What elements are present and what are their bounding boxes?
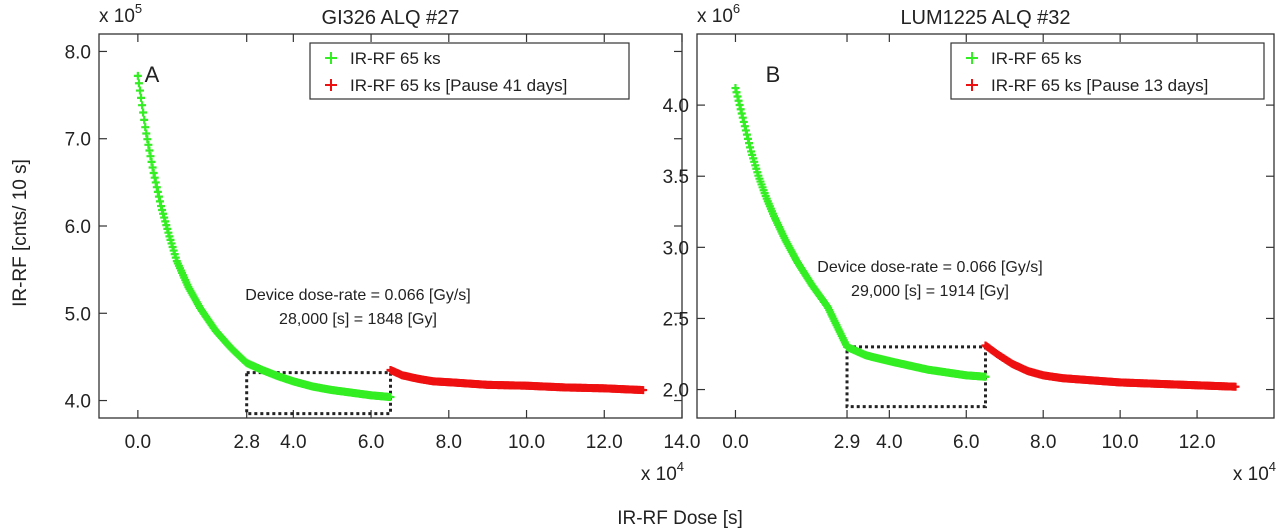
- y-tick-label: 5.0: [65, 304, 91, 325]
- legend: IR-RF 65 ks IR-RF 65 ks [Pause 13 days]: [950, 42, 1265, 100]
- data-point: [138, 101, 147, 110]
- chart-title: LUM1225 ALQ #32: [900, 7, 1070, 29]
- panel-a: 4.0 5.0 6.0 7.0 8.0 0.0 2.8 4.0 6.0 8.0 10.0 12.0 14…: [65, 1, 701, 485]
- y-tick-label: 2.0: [663, 381, 689, 402]
- legend-box: [309, 42, 630, 100]
- panel-letter: A: [145, 62, 160, 87]
- x-tick-label: 0.0: [125, 432, 151, 453]
- data-point: [137, 93, 146, 102]
- plot-frame: [696, 33, 1275, 419]
- x-tick-label: 8.0: [436, 432, 462, 453]
- y-tick-label: 8.0: [65, 42, 91, 63]
- data-point: [135, 86, 144, 95]
- x-tick-label: 0.0: [722, 432, 748, 453]
- y-tick-label: 3.5: [663, 167, 689, 188]
- x-tick-label: 12.0: [1179, 432, 1216, 453]
- legend-entry: IR-RF 65 ks [Pause 41 days]: [350, 76, 567, 95]
- y-tick-label: 3.0: [663, 238, 689, 259]
- data-point: [134, 79, 143, 88]
- legend-marker: [966, 79, 978, 91]
- legend-marker: [966, 52, 978, 64]
- chart-title: GI326 ALQ #27: [322, 7, 460, 29]
- data-point: [139, 108, 148, 117]
- x-multiplier-label: x 104: [1233, 459, 1276, 485]
- x-multiplier-label: x 104: [641, 459, 684, 485]
- x-tick-label: 12.0: [586, 432, 623, 453]
- legend-entry: IR-RF 65 ks: [991, 49, 1082, 68]
- data-point: [1231, 382, 1240, 391]
- legend-entry: IR-RF 65 ks [Pause 13 days]: [991, 76, 1208, 95]
- x-axis-label: IR-RF Dose [s]: [617, 508, 743, 529]
- panel-b: 2.0 2.5 3.0 3.5 4.0 0.0 2.9 4.0 6.0 8.0 10.0 12.0 LU…: [663, 1, 1276, 485]
- x-tick-label: 4.0: [280, 432, 306, 453]
- panel-letter: B: [766, 62, 781, 87]
- x-tick-label: 4.0: [876, 432, 902, 453]
- legend-entry: IR-RF 65 ks: [350, 49, 441, 68]
- legend-marker: [325, 79, 337, 91]
- data-point: [639, 386, 648, 395]
- y-tick-label: 4.0: [65, 392, 91, 413]
- x-tick-label: 6.0: [953, 432, 979, 453]
- y-tick-label: 6.0: [65, 217, 91, 238]
- annotation-line-1: Device dose-rate = 0.066 [Gy/s]: [817, 259, 1042, 276]
- y-tick-label: 4.0: [663, 96, 689, 117]
- legend-marker: [325, 52, 337, 64]
- x-tick-label: 8.0: [1030, 432, 1056, 453]
- y-tick-label: 7.0: [65, 130, 91, 151]
- legend-box: [950, 42, 1265, 100]
- x-tick-label: 10.0: [508, 432, 545, 453]
- x-tick-label: 14.0: [664, 432, 701, 453]
- data-point: [140, 115, 149, 124]
- x-tick-label: 2.9: [834, 432, 860, 453]
- data-point: [981, 372, 990, 381]
- x-tick-label: 2.8: [233, 432, 259, 453]
- data-point: [386, 393, 395, 402]
- series-red: [386, 366, 648, 395]
- y-tick-label: 2.5: [663, 309, 689, 330]
- annotation-line-2: 29,000 [s] = 1914 [Gy]: [851, 283, 1009, 300]
- legend: IR-RF 65 ks IR-RF 65 ks [Pause 41 days]: [309, 42, 630, 100]
- y-multiplier-label: x 106: [697, 1, 740, 27]
- annotation-line-1: Device dose-rate = 0.066 [Gy/s]: [245, 287, 470, 304]
- y-axis-label: IR-RF [cnts/ 10 s]: [10, 159, 31, 307]
- annotation-line-2: 28,000 [s] = 1848 [Gy]: [279, 311, 437, 328]
- data-point: [133, 71, 142, 80]
- y-multiplier-label: x 105: [99, 1, 142, 27]
- series-green: [133, 71, 395, 402]
- x-tick-label: 6.0: [358, 432, 384, 453]
- series-green: [731, 84, 990, 381]
- series-red: [981, 341, 1240, 391]
- x-tick-label: 10.0: [1102, 432, 1139, 453]
